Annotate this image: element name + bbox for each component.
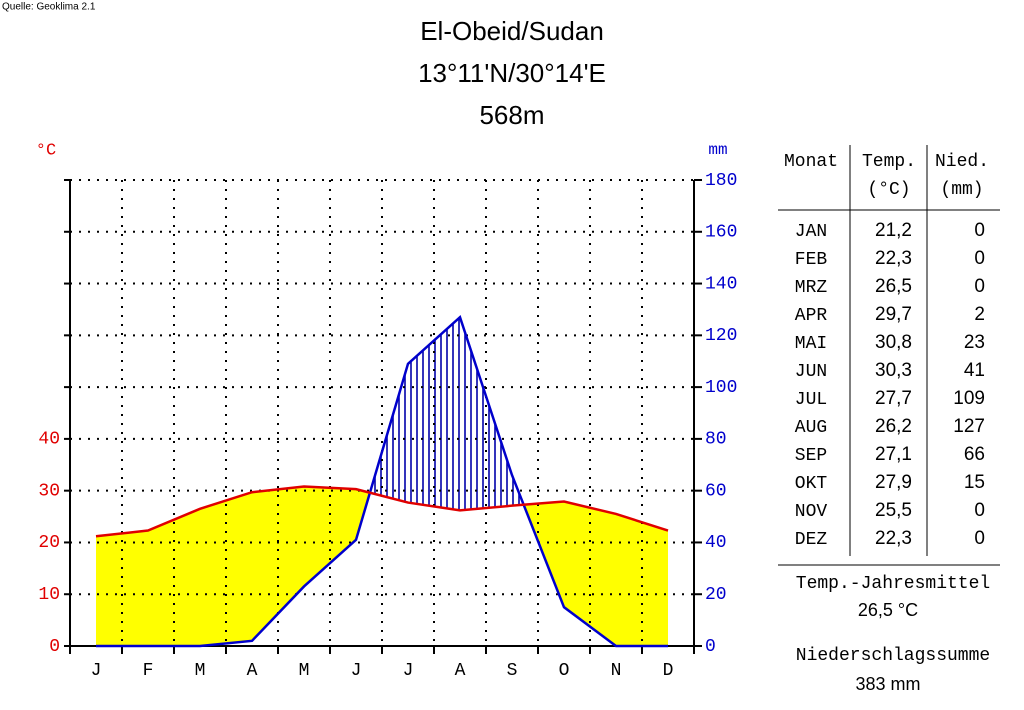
humid-area <box>96 317 668 537</box>
y2-tick-label: 40 <box>705 533 727 553</box>
x-tick-label: F <box>143 661 154 681</box>
table-month: FEB <box>795 250 828 270</box>
table-precip: 2 <box>974 304 985 325</box>
sum-value: 383 mm <box>855 674 920 694</box>
plot-area: 0 20 40 60 80 100 120 140 160 180 0 10 20 30 40 J F M A M J J… <box>38 171 737 681</box>
x-tick-label: M <box>195 661 206 681</box>
table-precip: 66 <box>964 444 985 465</box>
table-precip: 0 <box>974 528 985 549</box>
y2-tick-label: 160 <box>705 223 737 243</box>
table-temp: 30,8 <box>875 332 912 353</box>
table-temp: 27,1 <box>875 444 912 465</box>
table-precip: 127 <box>953 416 985 437</box>
table-month: AUG <box>795 418 827 438</box>
y-tick-label: 0 <box>49 637 60 657</box>
x-tick-label: J <box>91 661 102 681</box>
table-precip: 15 <box>964 472 985 493</box>
table-month: JAN <box>795 222 827 242</box>
mean-value: 26,5 °C <box>858 600 918 620</box>
table-temp: 22,3 <box>875 248 912 269</box>
x-tick-label: M <box>299 661 310 681</box>
table-precip: 109 <box>953 388 985 409</box>
table-header: (mm) <box>940 180 983 200</box>
table-temp: 27,7 <box>875 388 912 409</box>
chart-title: El-Obeid/Sudan <box>420 16 604 46</box>
table: Monat Temp. (°C) Nied. (mm) Temp.-Jahres… <box>778 145 1000 694</box>
source: Quelle: Geoklima 2.1 <box>2 2 96 13</box>
table-month: MRZ <box>795 278 828 298</box>
precip-line <box>96 315 668 648</box>
y2-tick-label: 0 <box>705 637 716 657</box>
table-temp: 26,5 <box>875 276 912 297</box>
x-tick-label: J <box>403 661 414 681</box>
x-tick-label: A <box>247 661 258 681</box>
y2-axis-label: mm <box>708 141 727 159</box>
y2-tick-label: 60 <box>705 481 727 501</box>
table-precip: 0 <box>974 500 985 521</box>
table-precip: 41 <box>964 360 985 381</box>
table-rows: JAN 21,2 0 FEB 22,3 0 MRZ 26,5 0 APR 29,7 2 MAI 30,8 2… <box>795 220 985 550</box>
y2-tick-label: 20 <box>705 585 727 605</box>
y2-tick-label: 140 <box>705 274 737 294</box>
table-month: APR <box>795 306 828 326</box>
x-tick-label: O <box>559 661 570 681</box>
table-header: Monat <box>784 152 838 172</box>
table-month: DEZ <box>795 530 828 550</box>
y-tick-label: 30 <box>38 481 60 501</box>
table-temp: 21,2 <box>875 220 912 241</box>
table-month: JUL <box>795 390 827 410</box>
y2-tick-label: 100 <box>705 378 737 398</box>
y-tick-label: 20 <box>38 533 60 553</box>
table-temp: 27,9 <box>875 472 912 493</box>
x-tick-label: A <box>455 661 466 681</box>
table-month: SEP <box>795 446 827 466</box>
table-header: Nied. <box>935 152 989 172</box>
table-temp: 22,3 <box>875 528 912 549</box>
table-temp: 30,3 <box>875 360 912 381</box>
table-temp: 25,5 <box>875 500 912 521</box>
coordinates: 13°11'N/30°14'E <box>418 58 606 88</box>
table-month: OKT <box>795 474 828 494</box>
table-precip: 0 <box>974 276 985 297</box>
y2-tick-label: 80 <box>705 430 727 450</box>
table-precip: 0 <box>974 248 985 269</box>
y-tick-label: 40 <box>38 430 60 450</box>
table-month: JUN <box>795 362 827 382</box>
x-tick-label: S <box>507 661 518 681</box>
table-header: Temp. <box>862 152 916 172</box>
x-tick-label: N <box>611 661 622 681</box>
table-precip: 0 <box>974 220 985 241</box>
mean-label: Temp.-Jahresmittel <box>796 574 990 594</box>
x-tick-label: D <box>663 661 674 681</box>
table-precip: 23 <box>964 332 985 353</box>
table-temp: 26,2 <box>875 416 912 437</box>
table-header: (°C) <box>867 180 910 200</box>
y-tick-label: 10 <box>38 585 60 605</box>
y2-tick-label: 120 <box>705 326 737 346</box>
y2-tick-label: 180 <box>705 171 737 191</box>
table-temp: 29,7 <box>875 304 912 325</box>
table-month: MAI <box>795 334 827 354</box>
table-month: NOV <box>795 502 828 522</box>
x-tick-label: J <box>351 661 362 681</box>
elevation: 568m <box>479 100 544 130</box>
sum-label: Niederschlagssumme <box>796 646 990 666</box>
temp-line <box>95 485 669 538</box>
y-axis-label: °C <box>36 141 56 160</box>
